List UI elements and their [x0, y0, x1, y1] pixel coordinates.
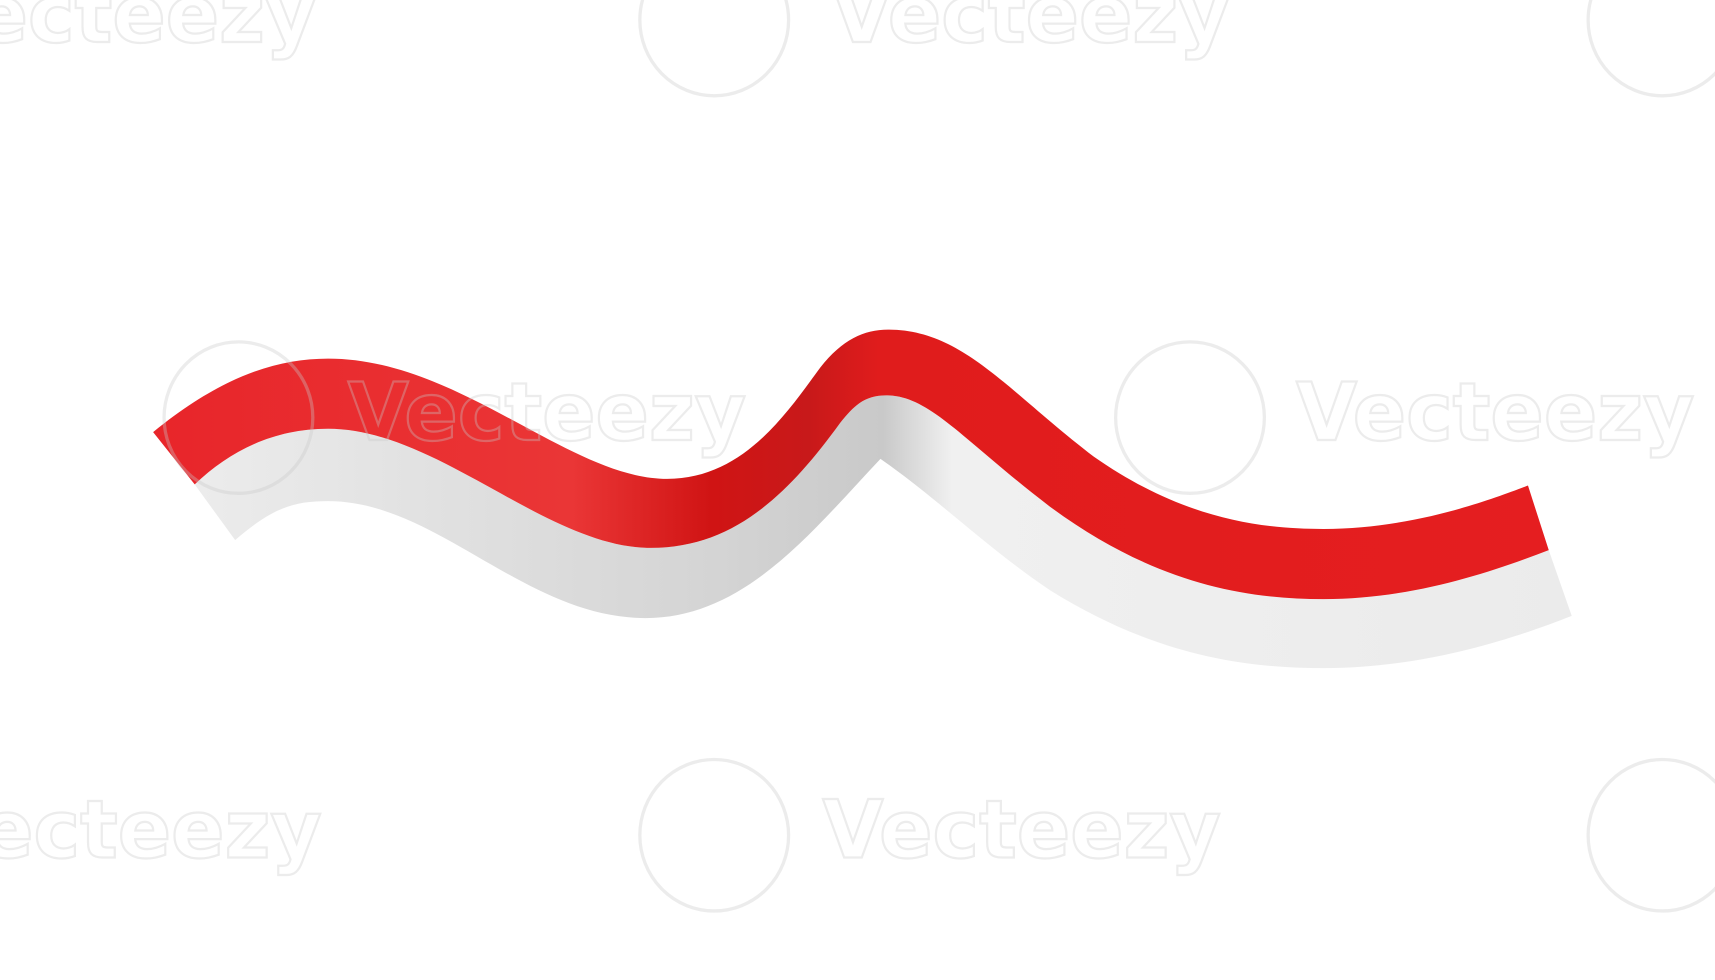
watermark-logo — [638, 0, 791, 98]
watermark-text: Vecteezy — [823, 783, 1221, 877]
watermark-logo — [1586, 0, 1715, 98]
watermark-text: Vecteezy — [1296, 365, 1694, 459]
watermark-text: Vecteezy — [0, 783, 322, 877]
watermark-logo — [1113, 340, 1267, 496]
watermark-logo — [1586, 757, 1715, 913]
watermarks: Vecteezy Vecteezy Vecteezy Vecteezy Vect… — [0, 0, 1715, 913]
watermark-text: Vecteezy — [348, 365, 746, 459]
watermark-logo — [638, 757, 791, 913]
watermark-text: Vecteezy — [0, 0, 316, 61]
ribbon-red — [153, 329, 1549, 600]
watermark-text: Vecteezy — [831, 0, 1229, 61]
ribbon-white — [194, 395, 1572, 669]
watermark-logo — [162, 340, 315, 496]
